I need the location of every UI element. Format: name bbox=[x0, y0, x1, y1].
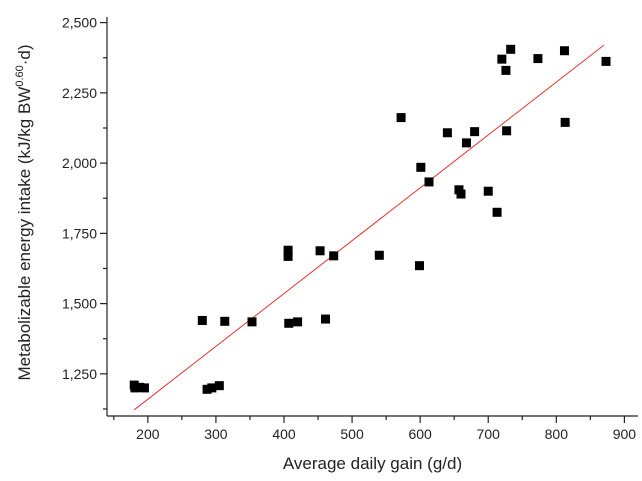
x-axis-label: Average daily gain (g/d) bbox=[283, 454, 462, 473]
y-axis-label-exponent: 0.60 bbox=[14, 65, 26, 86]
fit-line-group bbox=[133, 44, 605, 411]
data-point bbox=[501, 65, 511, 75]
data-point bbox=[559, 46, 569, 56]
x-tick-label: 300 bbox=[204, 426, 228, 442]
y-tick-label: 1,500 bbox=[62, 296, 97, 312]
data-point bbox=[139, 383, 149, 393]
y-tick-label: 2,000 bbox=[62, 155, 97, 171]
data-point bbox=[414, 261, 424, 271]
x-tick-label: 800 bbox=[545, 426, 569, 442]
y-tick-label: 1,750 bbox=[62, 225, 97, 241]
x-tick-label: 700 bbox=[477, 426, 501, 442]
data-point bbox=[284, 318, 294, 328]
y-tick-label: 2,250 bbox=[62, 85, 97, 101]
data-point bbox=[461, 138, 471, 148]
data-point bbox=[560, 117, 570, 127]
data-point bbox=[197, 315, 207, 325]
y-axis-label: Metabolizable energy intake (kJ/kg BW0.6… bbox=[14, 44, 34, 380]
y-tick-label: 2,500 bbox=[62, 15, 97, 31]
data-point bbox=[214, 381, 224, 391]
data-point bbox=[533, 54, 543, 64]
y-axis-label-main: Metabolizable energy intake (kJ/kg BW bbox=[15, 87, 34, 381]
y-axis-label-unit: ·d) bbox=[15, 44, 34, 65]
x-tick-label: 200 bbox=[136, 426, 160, 442]
data-point bbox=[220, 316, 230, 326]
data-point bbox=[207, 383, 217, 393]
data-point bbox=[329, 251, 339, 261]
data-point bbox=[283, 245, 293, 255]
data-point bbox=[502, 126, 512, 136]
data-point bbox=[374, 250, 384, 260]
y-tick-label: 1,250 bbox=[62, 366, 97, 382]
data-point bbox=[442, 128, 452, 138]
data-point bbox=[135, 382, 145, 392]
data-point bbox=[321, 314, 331, 324]
data-point bbox=[483, 186, 493, 196]
data-point bbox=[456, 189, 466, 199]
data-point bbox=[424, 177, 434, 187]
x-tick-label: 600 bbox=[408, 426, 432, 442]
ticks: 200 300 400 500 600 700 800 900 1,250 1,500 1,750 2… bbox=[62, 15, 636, 442]
regression-line bbox=[133, 44, 605, 411]
x-tick-label: 400 bbox=[272, 426, 296, 442]
data-point bbox=[247, 317, 257, 327]
x-tick-label: 500 bbox=[340, 426, 364, 442]
axes bbox=[106, 17, 638, 417]
data-point bbox=[396, 113, 406, 123]
data-point bbox=[492, 207, 502, 217]
data-points bbox=[129, 44, 611, 394]
data-point bbox=[601, 56, 611, 66]
x-tick-label: 900 bbox=[613, 426, 637, 442]
data-point bbox=[315, 246, 325, 256]
data-point bbox=[130, 383, 140, 393]
data-point bbox=[470, 127, 480, 137]
data-point bbox=[497, 54, 507, 64]
data-point bbox=[506, 44, 516, 54]
data-point bbox=[283, 251, 293, 261]
data-point bbox=[416, 162, 426, 172]
data-point bbox=[202, 384, 212, 394]
data-point bbox=[293, 317, 303, 327]
